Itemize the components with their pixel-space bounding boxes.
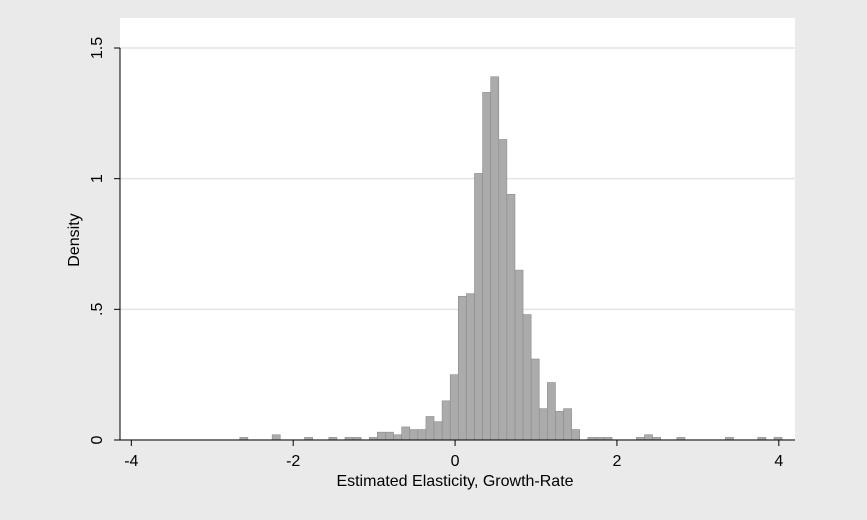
- bar: [530, 358, 540, 441]
- bar: [538, 408, 548, 441]
- bar: [441, 400, 451, 441]
- y-tick-label: 1.5: [89, 37, 106, 59]
- bar: [449, 374, 459, 441]
- bar: [409, 429, 419, 441]
- bar: [490, 76, 500, 441]
- bar: [393, 434, 402, 441]
- bar: [466, 293, 475, 441]
- x-tick-label: 4: [774, 453, 783, 470]
- y-tick-label: 0: [89, 435, 106, 444]
- bar: [547, 382, 556, 441]
- bar: [385, 431, 394, 441]
- bar: [571, 429, 581, 441]
- bar: [433, 421, 443, 441]
- bar: [644, 434, 653, 441]
- bar: [425, 416, 435, 441]
- bar: [498, 139, 508, 441]
- bar: [417, 429, 427, 441]
- x-axis-label: Estimated Elasticity, Growth-Rate: [336, 473, 573, 490]
- x-tick-label: 0: [451, 453, 460, 470]
- bar: [514, 269, 524, 441]
- bar: [271, 434, 281, 441]
- bar: [506, 194, 516, 441]
- bar: [555, 410, 564, 441]
- bar: [377, 431, 386, 441]
- y-tick-label: .5: [89, 303, 106, 316]
- bar: [458, 295, 467, 441]
- y-axis-label: Density: [66, 213, 83, 266]
- plot-area: [120, 18, 795, 440]
- bar: [482, 92, 491, 441]
- x-tick-label: -2: [286, 453, 300, 470]
- x-tick-label: 2: [612, 453, 621, 470]
- y-tick-label: 1: [89, 174, 106, 183]
- bar: [522, 314, 532, 441]
- x-tick-label: -4: [124, 453, 138, 470]
- bar: [474, 173, 483, 441]
- bar: [563, 408, 572, 441]
- bar: [401, 426, 411, 441]
